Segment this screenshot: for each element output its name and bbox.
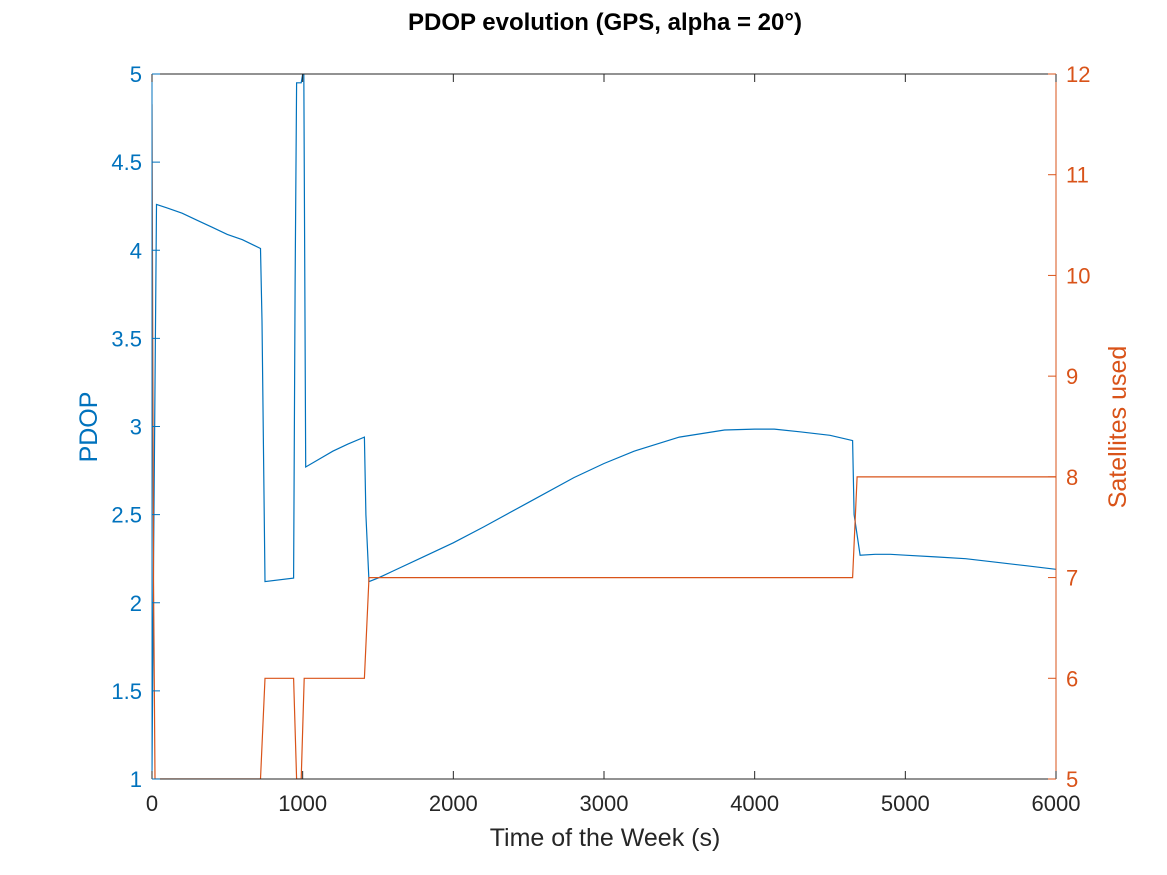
y-right-tick-label: 8	[1066, 465, 1078, 490]
y-right-tick-label: 11	[1066, 163, 1089, 188]
y-right-tick-label: 9	[1066, 364, 1078, 389]
x-tick-label: 5000	[881, 791, 930, 816]
x-tick-label: 6000	[1032, 791, 1081, 816]
y-right-tick-label: 6	[1066, 666, 1078, 691]
y-right-tick-label: 7	[1066, 566, 1078, 591]
y-left-tick-label: 1.5	[111, 679, 142, 704]
y-left-tick-label: 2.5	[111, 503, 142, 528]
x-tick-label: 0	[146, 791, 158, 816]
y-right-tick-label: 12	[1066, 62, 1090, 87]
x-tick-label: 1000	[278, 791, 327, 816]
x-axis-label: Time of the Week (s)	[490, 824, 721, 852]
y-right-tick-label: 10	[1066, 263, 1090, 288]
x-tick-label: 4000	[730, 791, 779, 816]
x-tick-label: 3000	[580, 791, 629, 816]
y-left-tick-label: 3	[130, 415, 142, 440]
y-axis-right-label: Satellites used	[1104, 346, 1132, 509]
series-line-pdop	[152, 74, 1056, 771]
x-tick-label: 2000	[429, 791, 478, 816]
y-left-tick-label: 3.5	[111, 326, 142, 351]
series-line-satellites	[152, 104, 1056, 779]
y-left-tick-label: 1	[130, 767, 142, 792]
y-left-tick-label: 2	[130, 591, 142, 616]
y-left-tick-label: 4	[130, 238, 142, 263]
y-right-tick-label: 5	[1066, 767, 1078, 792]
plot-area: 0 1000 2000 3000 4000 5000 6000 1 1.5 2 2.5 3 3.5 4 4.…	[111, 62, 1090, 816]
y-left-tick-label: 5	[130, 62, 142, 87]
chart-title: PDOP evolution (GPS, alpha = 20°)	[408, 9, 802, 36]
y-axis-left-label: PDOP	[75, 392, 103, 463]
y-left-tick-label: 4.5	[111, 150, 142, 175]
